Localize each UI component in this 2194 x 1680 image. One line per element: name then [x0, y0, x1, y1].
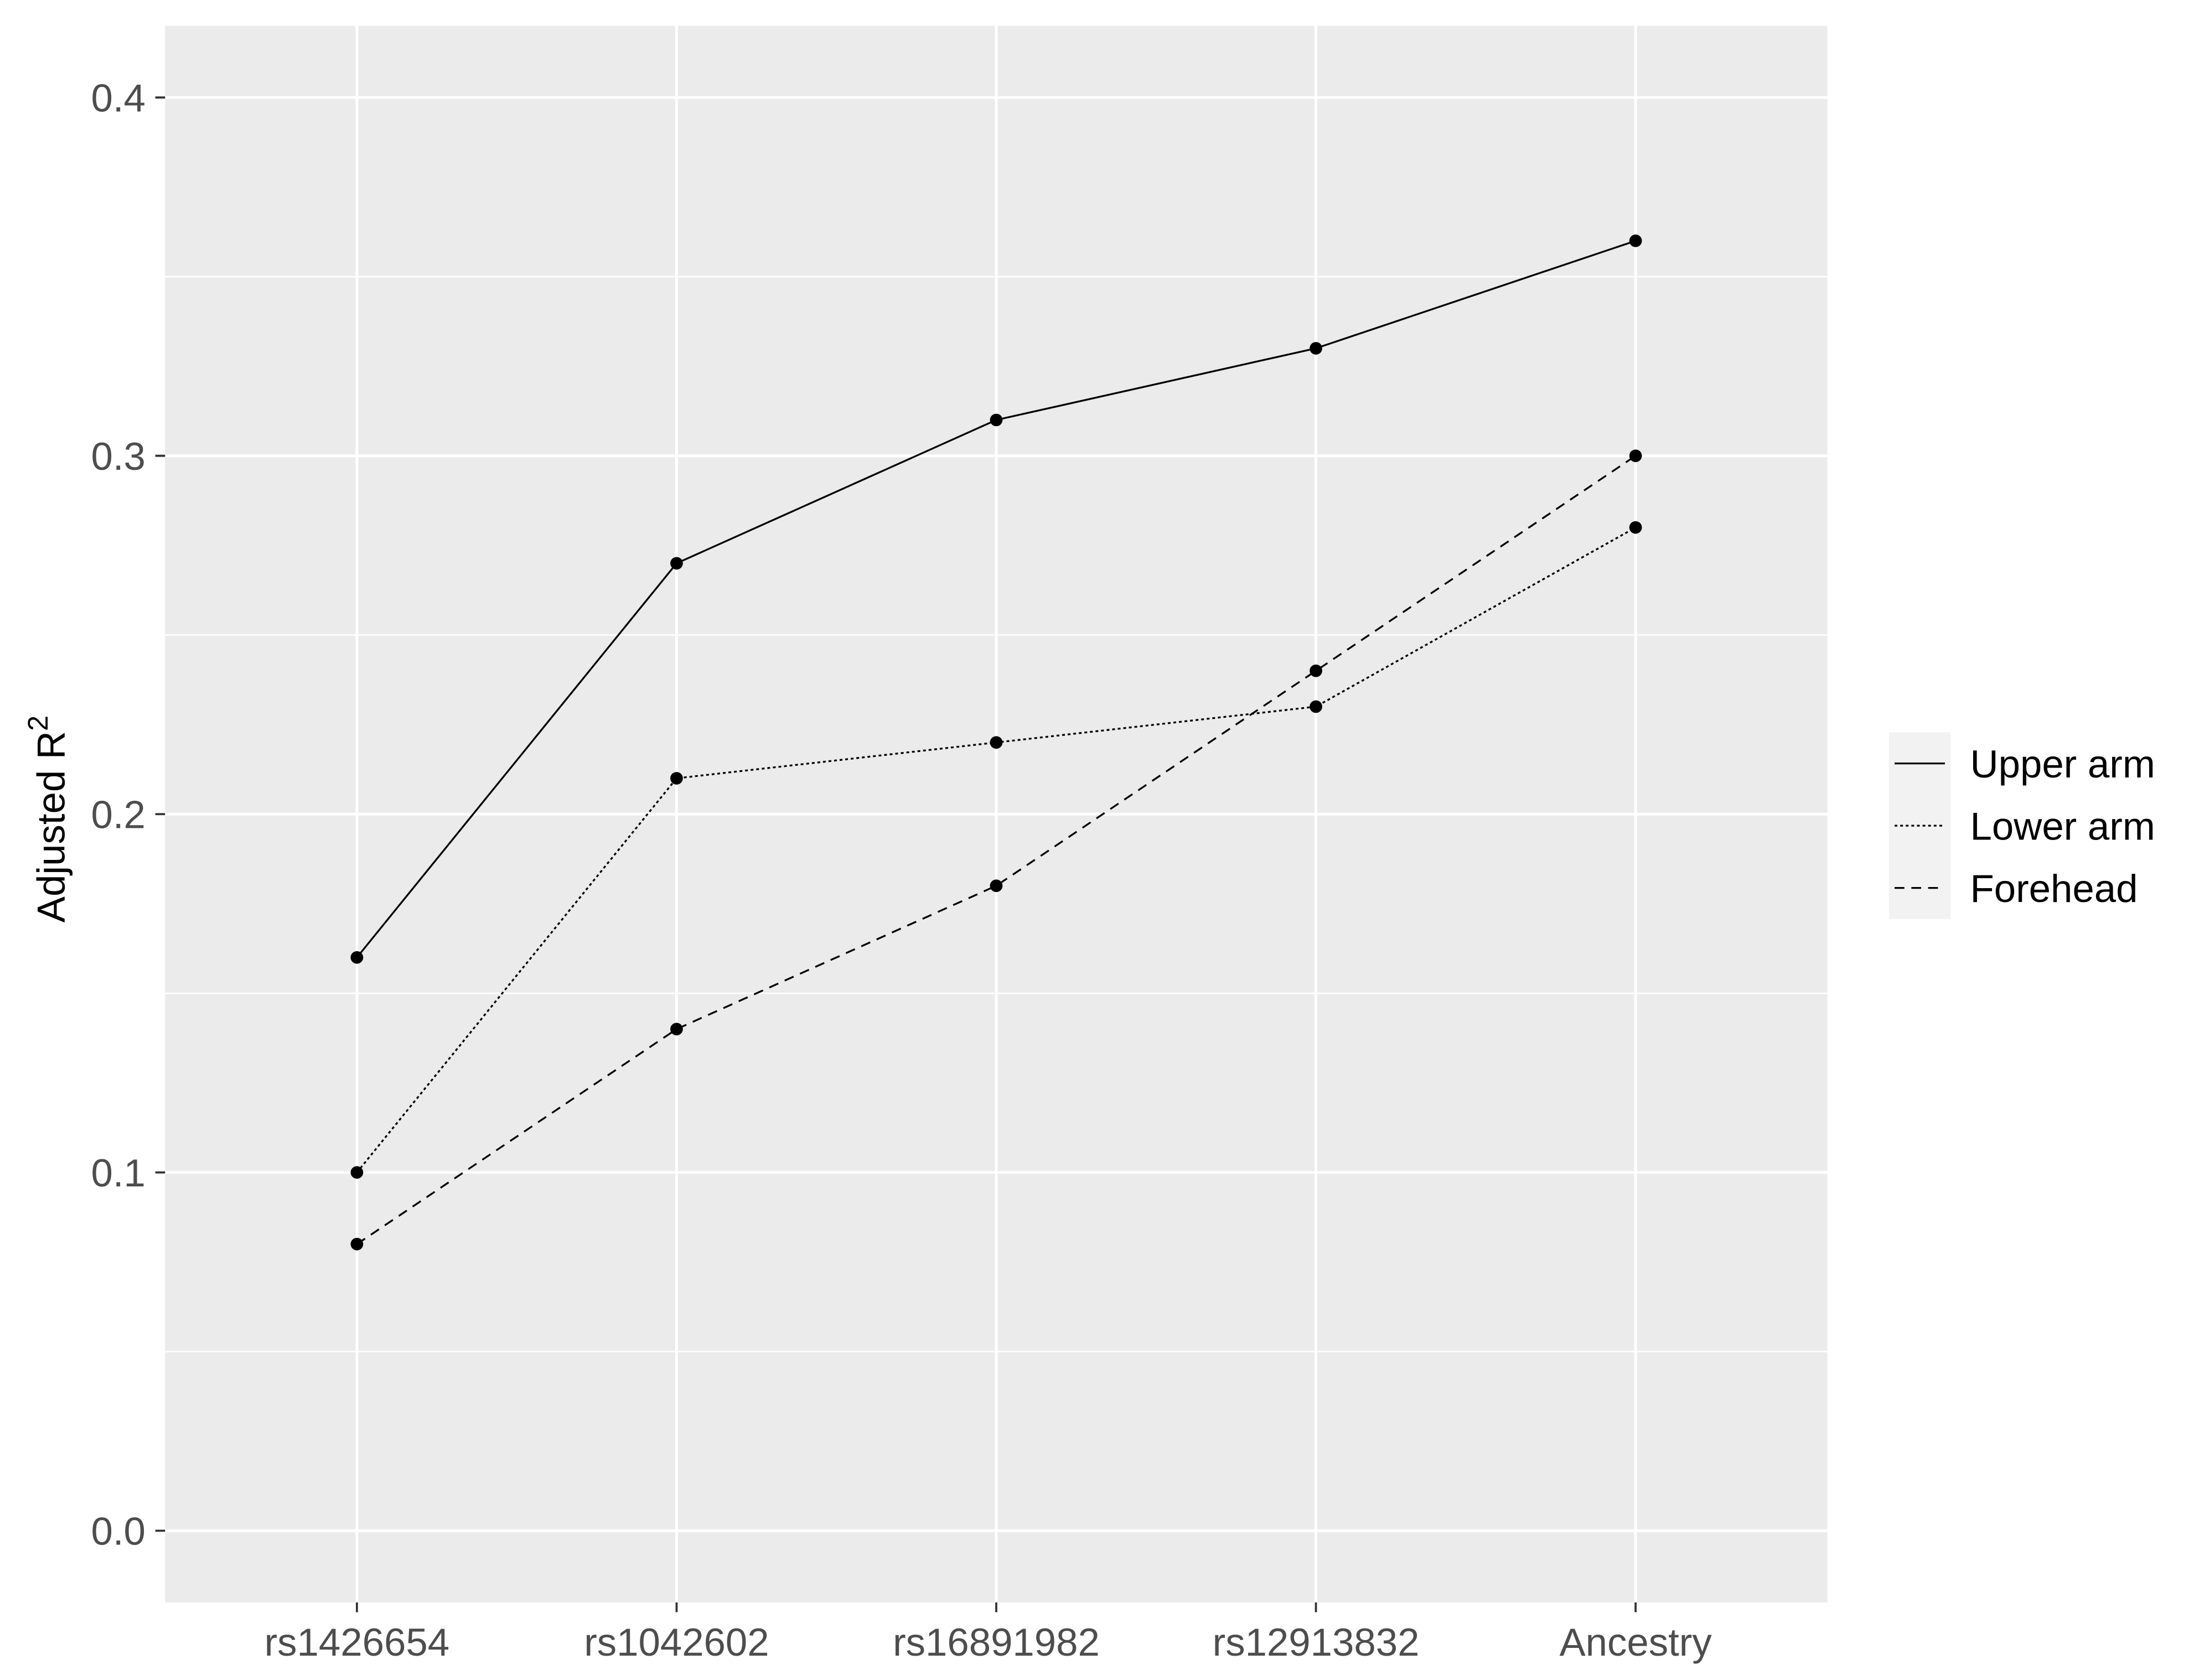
legend-label: Forehead [1970, 867, 2138, 910]
y-tick-label: 0.2 [91, 793, 146, 837]
data-point [1629, 234, 1642, 247]
x-tick-label: rs16891982 [893, 1620, 1100, 1664]
legend-label: Upper arm [1970, 742, 2155, 786]
y-axis-label: Adjusted R2 [22, 715, 73, 922]
x-tick-label: rs12913832 [1213, 1620, 1420, 1664]
y-tick-label: 0.1 [91, 1151, 146, 1195]
series-line [356, 455, 1637, 1245]
legend-label: Lower arm [1970, 804, 2155, 848]
y-tick-label: 0.4 [91, 76, 146, 120]
data-point [990, 736, 1003, 749]
data-point [670, 772, 683, 785]
data-point [1629, 449, 1642, 463]
y-axis-label-superscript: 2 [22, 715, 54, 731]
y-tick-label: 0.0 [91, 1510, 146, 1553]
data-point [670, 1023, 683, 1036]
x-tick-label: rs1042602 [584, 1620, 769, 1664]
data-point [1629, 521, 1642, 534]
data-point [1310, 700, 1322, 713]
y-axis-label-text: Adjusted R [29, 731, 73, 922]
y-tick-label: 0.3 [91, 434, 146, 478]
data-point [670, 557, 683, 570]
data-point [350, 1237, 364, 1251]
data-point [350, 951, 364, 964]
data-point [990, 879, 1003, 893]
data-point [1310, 342, 1322, 355]
data-point [1310, 664, 1322, 677]
data-point [350, 1166, 364, 1179]
x-tick-label: Ancestry [1559, 1620, 1712, 1664]
data-point [990, 413, 1003, 427]
x-tick-label: rs1426654 [265, 1620, 449, 1664]
